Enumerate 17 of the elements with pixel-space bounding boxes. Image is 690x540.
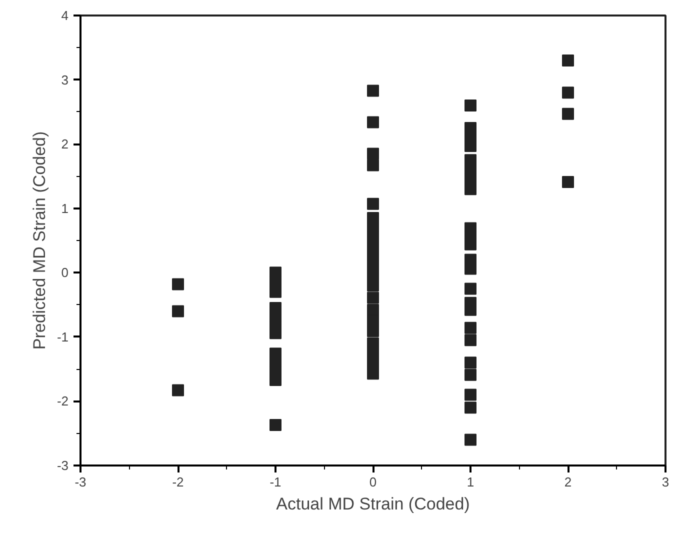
y-tick-label: -3 bbox=[56, 458, 69, 473]
x-tick-label: 3 bbox=[662, 474, 670, 490]
x-tick-label: -2 bbox=[172, 474, 184, 490]
y-tick-label: 3 bbox=[61, 72, 69, 88]
x-tick-label: 1 bbox=[466, 474, 474, 490]
x-tick-label: 2 bbox=[564, 474, 572, 490]
y-tick-label: 0 bbox=[61, 265, 69, 280]
y-axis-title: Predicted MD Strain (Coded) bbox=[30, 131, 49, 350]
y-tick-label: -1 bbox=[56, 329, 69, 344]
x-tick-label: -3 bbox=[74, 474, 86, 490]
y-tick-label: -2 bbox=[56, 394, 69, 409]
y-tick-label: 2 bbox=[61, 136, 69, 152]
y-tick-label: 4 bbox=[61, 8, 69, 23]
y-tick-label: 1 bbox=[61, 200, 69, 216]
x-axis-title: Actual MD Strain (Coded) bbox=[276, 494, 470, 514]
x-tick-label: -1 bbox=[270, 474, 282, 490]
x-tick-label: 0 bbox=[369, 474, 377, 490]
